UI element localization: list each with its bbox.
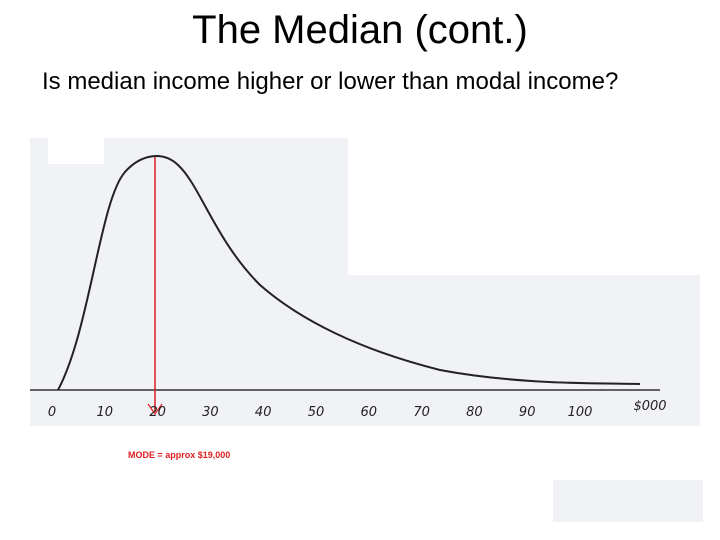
x-tick-labels: 0 10 20 30 40 50 60 70 80 90 100	[48, 405, 593, 420]
x-tick-label: 100	[568, 405, 593, 420]
mode-arrow	[147, 403, 163, 416]
unit-label: $000	[633, 399, 666, 414]
figure-background	[30, 138, 348, 426]
x-tick-label: 90	[519, 405, 536, 420]
x-tick-label: 20	[149, 405, 166, 420]
x-tick-label: 70	[413, 405, 430, 420]
x-tick-label: 40	[255, 405, 272, 420]
x-tick-label: 0	[48, 405, 56, 420]
mode-annotation: MODE = approx $19,000	[128, 450, 230, 460]
x-tick-label: 30	[202, 405, 219, 420]
figure-patch	[48, 138, 104, 164]
x-tick-label: 60	[361, 405, 378, 420]
figure-background	[348, 275, 700, 426]
question-text: Is median income higher or lower than mo…	[42, 68, 619, 95]
figure-patch	[553, 480, 703, 522]
slide-title: The Median (cont.)	[192, 8, 528, 52]
x-tick-label: 50	[308, 405, 325, 420]
x-tick-label: 10	[97, 405, 114, 420]
distribution-curve	[57, 155, 641, 391]
x-tick-label: 80	[466, 405, 483, 420]
